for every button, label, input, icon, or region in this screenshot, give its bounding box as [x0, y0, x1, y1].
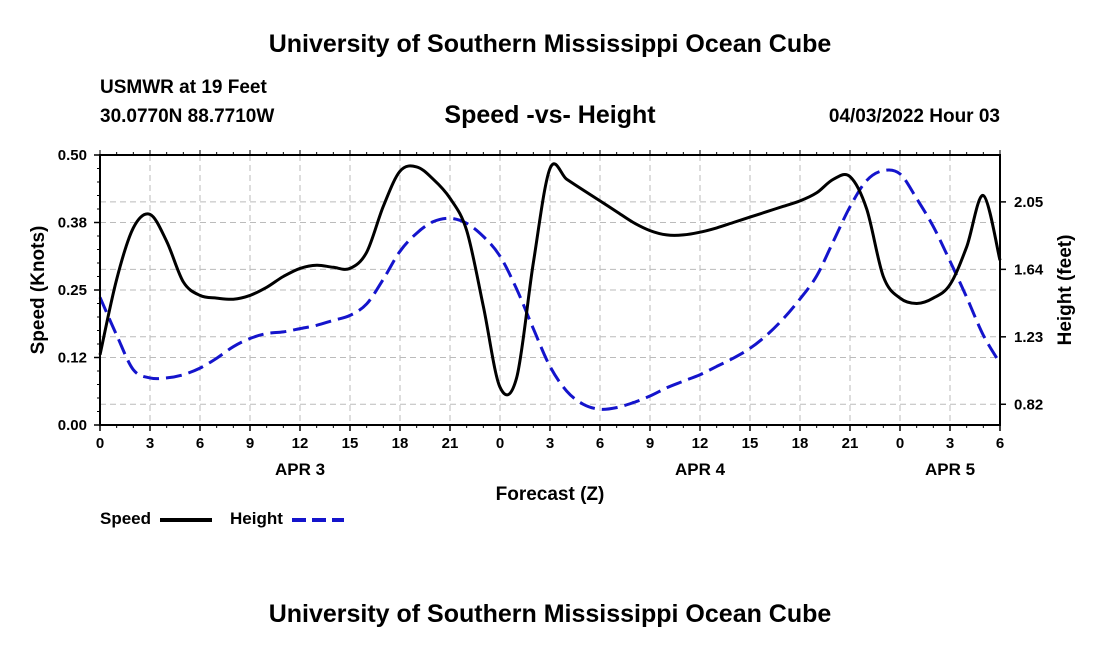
axes: 0 3 6 9 12 15 18 21 0 3 6 9 12 15 18 21 0 3 6 APR 3 APR 4 APR… [58, 147, 1044, 479]
y2-axis-label: Height (feet) [1055, 235, 1076, 346]
y-tick-label: 0.00 [58, 417, 87, 434]
series-line-speed [98, 162, 1002, 397]
y-tick-label: 0.38 [58, 215, 87, 232]
x-tick-label: 12 [692, 435, 709, 452]
legend-height-label: Height [230, 509, 283, 528]
series-layer [98, 162, 1002, 411]
grid-lines [100, 155, 1000, 425]
x-tick-label: 0 [896, 435, 904, 452]
x-tick-label: 0 [496, 435, 504, 452]
station-label: USMWR at 19 Feet [100, 77, 267, 98]
x-tick-label: 18 [792, 435, 809, 452]
x-tick-label: 9 [246, 435, 254, 452]
x-tick-label: 18 [392, 435, 409, 452]
x-tick-label: 21 [442, 435, 459, 452]
x-axis-label: Forecast (Z) [496, 484, 605, 505]
y2-tick-label: 1.23 [1014, 329, 1043, 346]
x-tick-label: 3 [546, 435, 554, 452]
day-label: APR 4 [675, 460, 726, 479]
x-tick-label: 6 [196, 435, 204, 452]
footer-title: University of Southern Mississippi Ocean… [268, 600, 832, 628]
y-axis-label: Speed (Knots) [28, 226, 49, 355]
coordinates-label: 30.0770N 88.7710W [100, 106, 275, 127]
legend-speed-label: Speed [100, 509, 152, 528]
x-tick-label: 6 [596, 435, 604, 452]
x-tick-label: 15 [342, 435, 359, 452]
series-line-height [98, 168, 1002, 411]
x-tick-label: 3 [146, 435, 154, 452]
x-tick-label: 21 [842, 435, 859, 452]
y-tick-label: 0.12 [58, 350, 87, 367]
day-label: APR 3 [275, 460, 325, 479]
forecast-date: 04/03/2022 Hour 03 [828, 106, 1000, 127]
y2-tick-label: 2.05 [1014, 194, 1043, 211]
x-tick-label: 0 [96, 435, 104, 452]
x-tick-label: 3 [946, 435, 954, 452]
x-tick-label: 6 [996, 435, 1004, 452]
y2-tick-label: 0.82 [1014, 396, 1043, 413]
y2-tick-label: 1.64 [1014, 261, 1044, 278]
day-label: APR 5 [925, 460, 975, 479]
x-tick-label: 15 [742, 435, 759, 452]
x-tick-label: 12 [292, 435, 309, 452]
y-tick-label: 0.25 [58, 282, 87, 299]
main-title: University of Southern Mississippi Ocean… [268, 30, 832, 58]
x-tick-label: 9 [646, 435, 654, 452]
chart-title: Speed -vs- Height [444, 101, 656, 129]
y-tick-label: 0.50 [58, 147, 87, 164]
